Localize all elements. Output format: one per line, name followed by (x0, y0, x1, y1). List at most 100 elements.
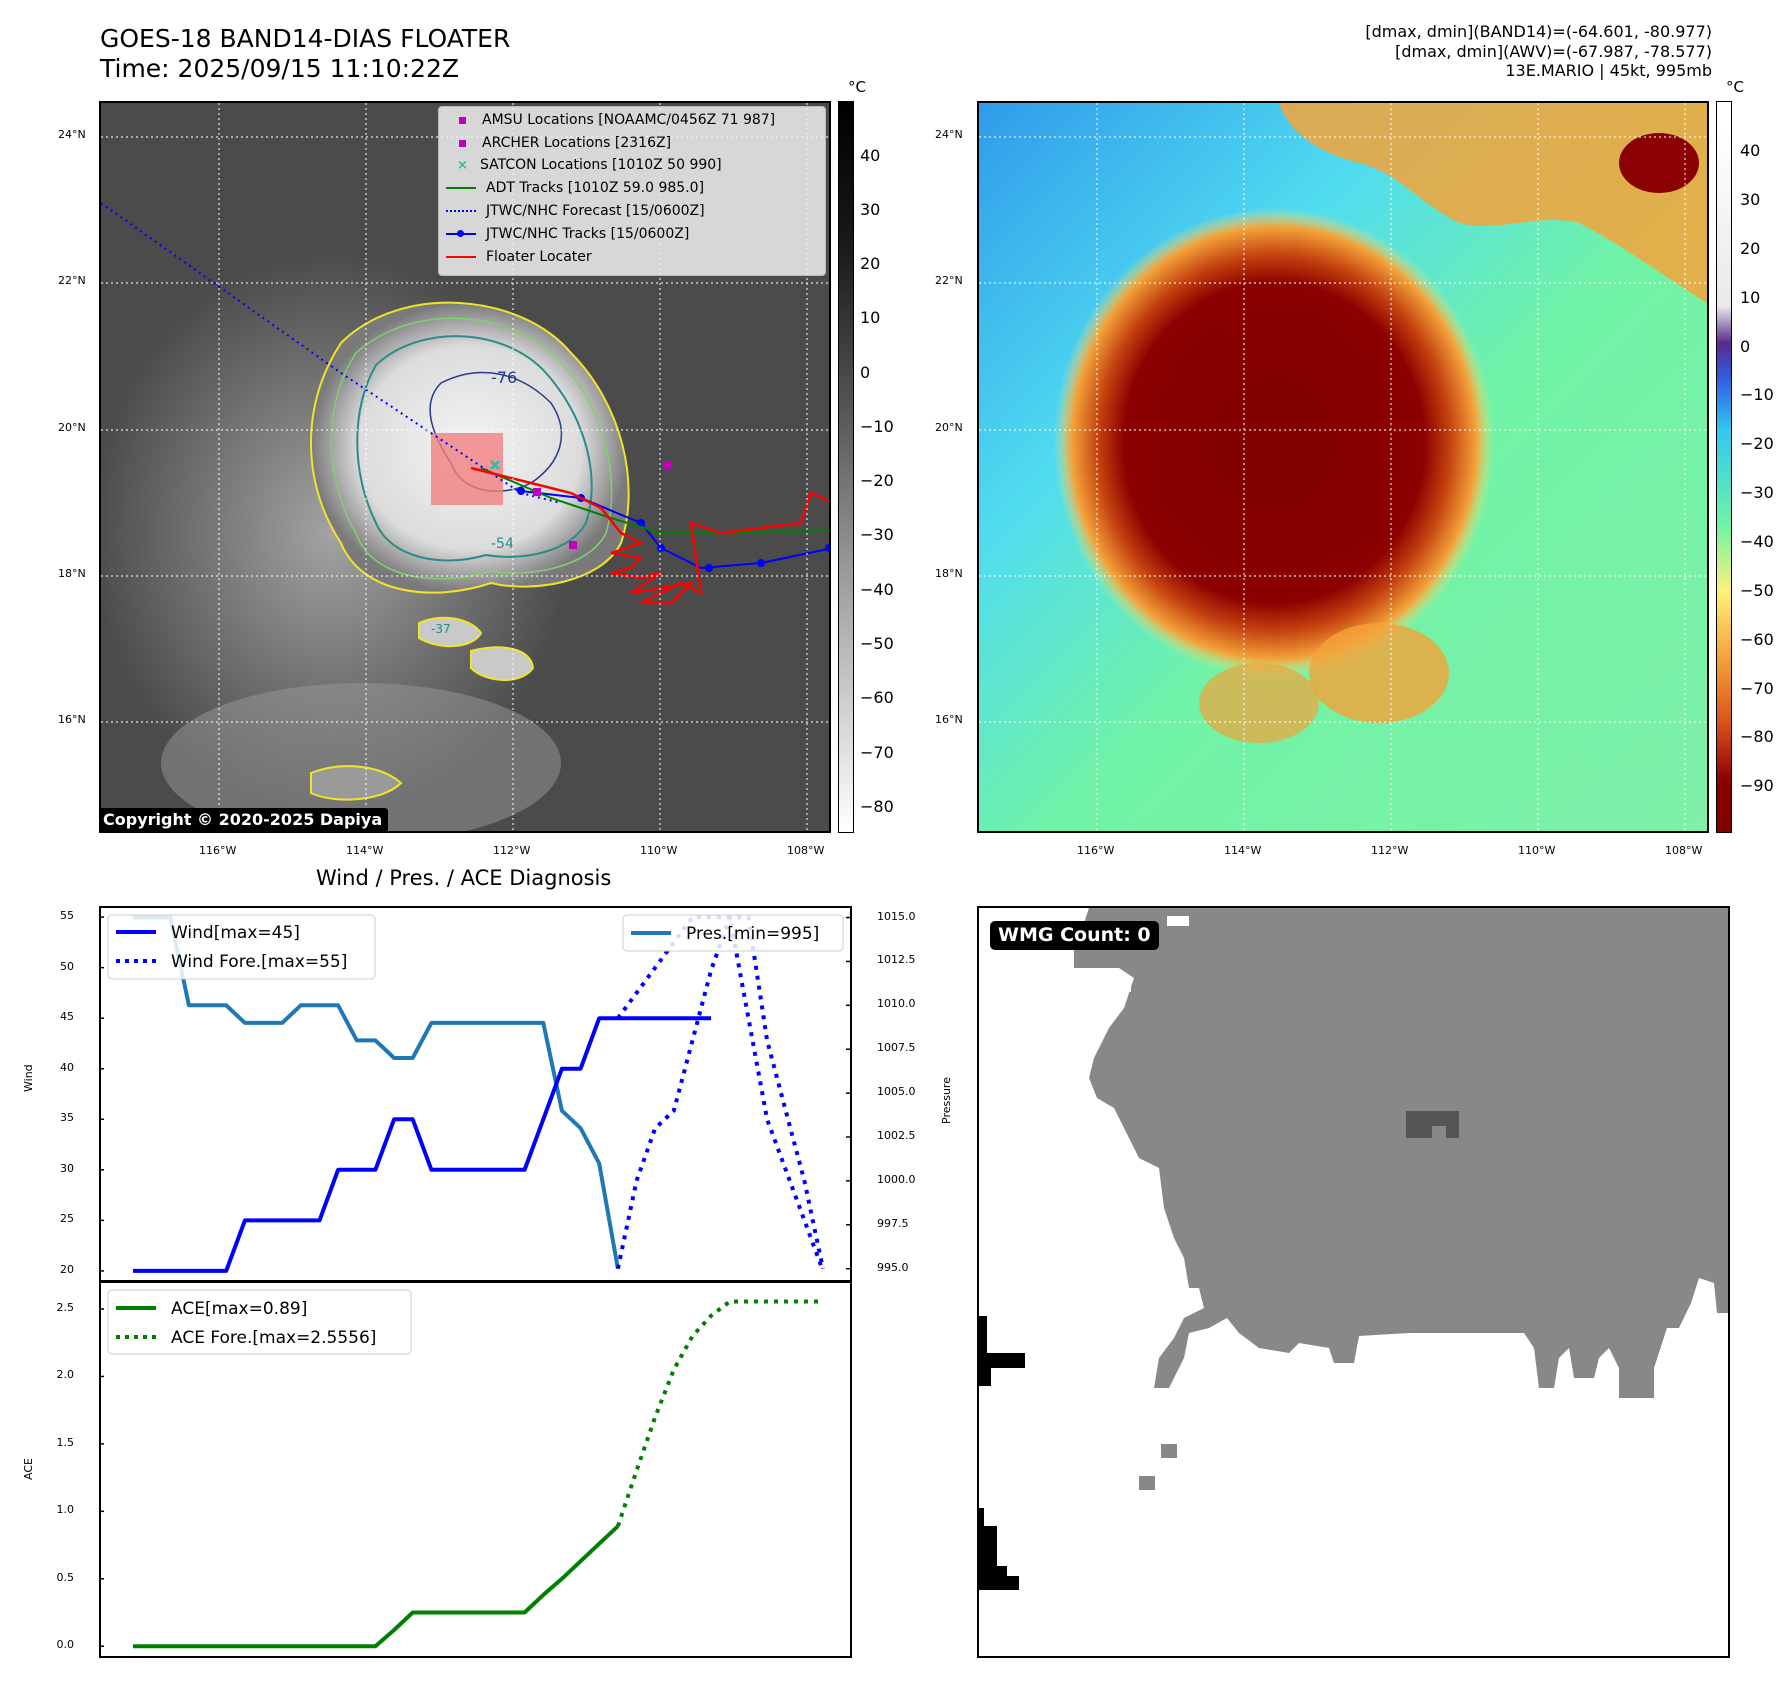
awv-cb-tick: −90 (1740, 776, 1774, 795)
ir-cb-tick: −60 (860, 688, 894, 707)
ir-lon-112: 112°W (493, 844, 531, 857)
contour-label-76: -76 (491, 368, 517, 387)
title-product: GOES-18 BAND14-DIAS FLOATER (100, 24, 511, 53)
legend-archer-label: ARCHER Locations [2316Z] (482, 135, 672, 151)
line-icon (446, 187, 476, 189)
title-time: Time: 2025/09/15 11:10:22Z (100, 54, 459, 83)
awv-lon-114: 114°W (1224, 844, 1262, 857)
jtwc-pt (705, 564, 713, 572)
awv-cb-tick: 40 (1740, 141, 1761, 160)
jtwc-pt (657, 544, 665, 552)
square-icon (459, 116, 466, 124)
awv-cb-tick: −60 (1740, 630, 1774, 649)
legend-amsu-label: AMSU Locations [NOAAMC/0456Z 71 987] (482, 112, 776, 128)
ir-colorbar (838, 101, 854, 833)
floater-locater-line (470, 466, 829, 605)
contour-yellow (310, 301, 630, 594)
awv-lon-112: 112°W (1371, 844, 1409, 857)
wmg-gray-spot-1 (1161, 1444, 1177, 1458)
wmg-black-left-2 (979, 1508, 1019, 1590)
wmg-gray-spot-2 (1139, 1476, 1155, 1490)
diagnosis-svg: Wind[max=45] Wind Fore.[max=55] Pres.[mi… (99, 906, 852, 1658)
awv-lon-110: 110°W (1518, 844, 1556, 857)
awv-gridlines (979, 103, 1707, 831)
ir-lon-116: 116°W (199, 844, 237, 857)
wind-ytick-label: 55 (60, 909, 74, 923)
ir-lat-20: 20°N (58, 421, 86, 434)
awv-lat-20: 20°N (935, 421, 963, 434)
ir-lat-18: 18°N (58, 567, 86, 580)
awv-ne-core (1619, 133, 1699, 193)
contour-label-37: -37 (431, 622, 451, 636)
wind-ytick-label: 45 (60, 1010, 74, 1024)
copyright-label: Copyright © 2020-2025 Dapiya (99, 808, 389, 832)
ir-lon-108: 108°W (787, 844, 825, 857)
pressure-legend-box (622, 914, 844, 952)
legend-jtwc-tracks-label: JTWC/NHC Tracks [15/0600Z] (486, 226, 690, 242)
ir-lon-114: 114°W (346, 844, 384, 857)
pressure-ytick-label: 1015.0 (877, 909, 916, 923)
ace-yticks (99, 1308, 104, 1647)
ir-cb-tick: −50 (860, 634, 894, 653)
wind-line (133, 1016, 712, 1273)
wind-ytick-label: 40 (60, 1060, 74, 1074)
pressure-ytick-label: 1010.0 (877, 997, 916, 1011)
contour-label-54: -54 (491, 536, 514, 552)
wind-ytick-label: 20 (60, 1262, 74, 1276)
ir-cb-tick: −40 (860, 580, 894, 599)
awv-map (977, 101, 1709, 833)
pressure-legend: Pres.[min=995] (622, 914, 844, 952)
awv-core (1054, 208, 1494, 678)
wind-fore-legend-label: Wind Fore.[max=55] (171, 952, 347, 972)
wmg-gray-region (1064, 908, 1728, 1398)
legend-jtwc-forecast: JTWC/NHC Forecast [15/0600Z] (439, 200, 705, 222)
pressure-line (133, 915, 620, 1270)
awv-colorbar-unit: °C (1726, 78, 1744, 96)
diagnosis-charts: Wind[max=45] Wind Fore.[max=55] Pres.[mi… (99, 906, 852, 1658)
info-awv: [dmax, dmin](AWV)=(-67.987, -78.577) (1395, 41, 1712, 61)
ace-axis-label: ACE (22, 1458, 35, 1480)
ir-lat-24: 24°N (58, 128, 86, 141)
pressure-legend-label: Pres.[min=995] (686, 924, 819, 944)
jtwc-pt (757, 559, 765, 567)
wind-ytick-label: 35 (60, 1111, 74, 1125)
ir-small-cell-3 (310, 765, 403, 801)
legend-amsu: AMSU Locations [NOAAMC/0456Z 71 987] (439, 109, 775, 131)
ace-ytick-label: 2.0 (56, 1368, 75, 1382)
figure-title: GOES-18 BAND14-DIAS FLOATER Time: 2025/0… (100, 24, 510, 84)
ace-fore-legend-label: ACE Fore.[max=2.5556] (171, 1328, 376, 1348)
ir-cb-tick: 20 (860, 254, 881, 273)
storm-info: [dmax, dmin](BAND14)=(-64.601, -80.977) … (1365, 22, 1712, 81)
legend-satcon: × SATCON Locations [1010Z 50 990] (439, 154, 722, 176)
awv-cb-tick: −20 (1740, 434, 1774, 453)
pressure-ytick-label: 1000.0 (877, 1172, 916, 1186)
legend-jtwc-tracks: JTWC/NHC Tracks [15/0600Z] (439, 223, 689, 245)
wmg-dark-cell (1406, 1111, 1459, 1138)
wmg-svg (979, 908, 1728, 1656)
awv-lon-116: 116°W (1077, 844, 1115, 857)
awv-cb-tick: 30 (1740, 190, 1761, 209)
dotted-line-icon (446, 210, 476, 212)
info-storm: 13E.MARIO | 45kt, 995mb (1505, 61, 1712, 80)
wind-ytick-label: 30 (60, 1161, 74, 1175)
ace-ytick-label: 0.0 (56, 1638, 75, 1652)
legend-floater-label: Floater Locater (486, 249, 592, 265)
awv-lat-16: 16°N (935, 713, 963, 726)
wmg-notch-1 (1119, 980, 1131, 992)
info-band14: [dmax, dmin](BAND14)=(-64.601, -80.977) (1365, 22, 1712, 41)
diagnosis-title: Wind / Pres. / ACE Diagnosis (316, 866, 612, 890)
pressure-ytick-label: 995.0 (877, 1260, 909, 1274)
wind-legend-box (107, 914, 376, 980)
contour-green (330, 317, 613, 580)
awv-cb-tick: −50 (1740, 581, 1774, 600)
awv-cb-tick: −10 (1740, 385, 1774, 404)
wmg-count-label: WMG Count: 0 (990, 921, 1159, 950)
pressure-forecast-line (615, 915, 825, 1270)
jtwc-pt (637, 519, 645, 527)
square-icon (459, 139, 466, 147)
ir-colorbar-unit: °C (848, 78, 866, 96)
awv-s-cell (1309, 623, 1449, 723)
x-icon: × (457, 157, 468, 173)
pressure-ytick-label: 1007.5 (877, 1041, 916, 1055)
ace-line (133, 1524, 620, 1649)
